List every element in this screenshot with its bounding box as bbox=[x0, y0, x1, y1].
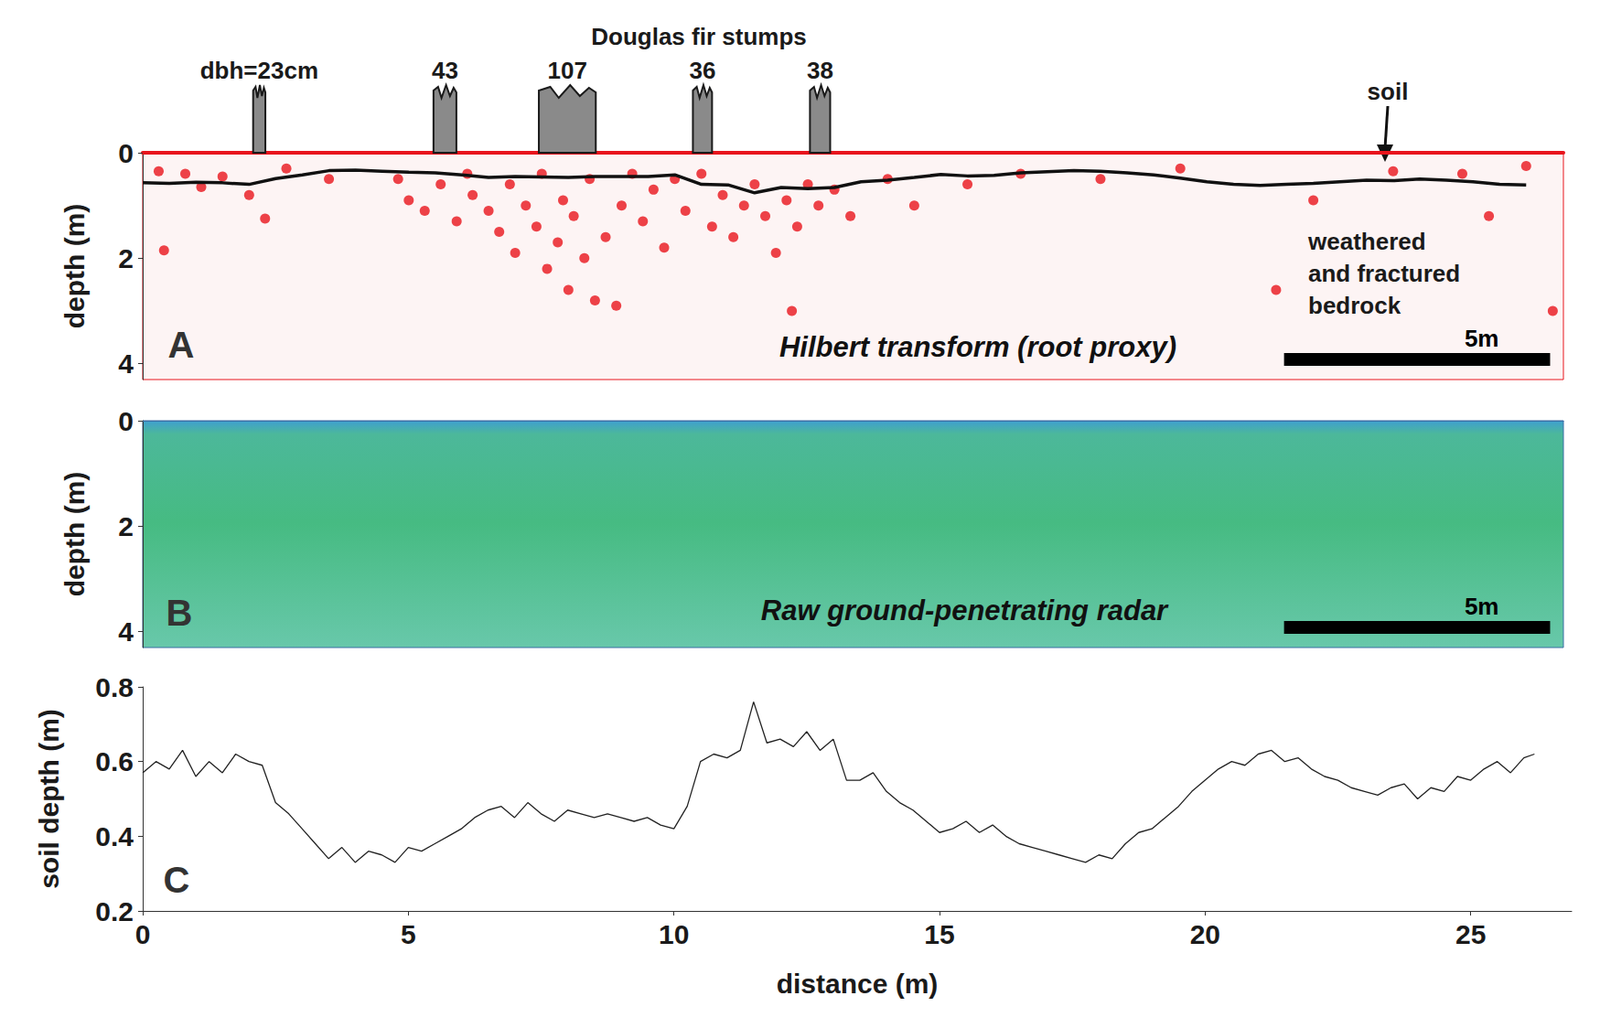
svg-text:107: 107 bbox=[547, 56, 587, 85]
svg-text:C: C bbox=[163, 859, 191, 901]
svg-text:Raw ground-penetrating radar: Raw ground-penetrating radar bbox=[761, 594, 1170, 627]
svg-text:36: 36 bbox=[688, 56, 716, 85]
svg-text:20: 20 bbox=[1190, 919, 1221, 950]
svg-text:2: 2 bbox=[118, 511, 134, 542]
svg-text:4: 4 bbox=[118, 348, 134, 379]
svg-text:distance (m): distance (m) bbox=[776, 968, 939, 999]
svg-text:0.6: 0.6 bbox=[95, 746, 134, 777]
svg-text:10: 10 bbox=[658, 919, 689, 950]
svg-text:0.2: 0.2 bbox=[95, 896, 134, 927]
svg-text:5m: 5m bbox=[1464, 324, 1500, 353]
svg-text:A: A bbox=[168, 324, 195, 366]
svg-text:0.4: 0.4 bbox=[95, 821, 134, 852]
svg-text:soil: soil bbox=[1367, 77, 1409, 106]
svg-text:5m: 5m bbox=[1464, 592, 1500, 621]
svg-text:Hilbert transform (root proxy): Hilbert transform (root proxy) bbox=[779, 331, 1177, 364]
svg-text:bedrock: bedrock bbox=[1308, 291, 1402, 320]
svg-text:weathered: weathered bbox=[1307, 227, 1427, 256]
svg-text:0: 0 bbox=[118, 138, 134, 169]
svg-text:25: 25 bbox=[1455, 919, 1486, 950]
svg-text:depth (m): depth (m) bbox=[59, 472, 90, 598]
svg-text:43: 43 bbox=[431, 56, 459, 85]
svg-text:Douglas fir stumps: Douglas fir stumps bbox=[590, 22, 806, 51]
svg-text:dbh=23cm: dbh=23cm bbox=[200, 56, 319, 85]
svg-text:soil depth (m): soil depth (m) bbox=[33, 708, 65, 890]
svg-text:depth (m): depth (m) bbox=[59, 204, 90, 330]
svg-text:15: 15 bbox=[923, 919, 955, 950]
svg-text:0: 0 bbox=[135, 919, 151, 950]
svg-text:B: B bbox=[166, 592, 194, 634]
svg-text:4: 4 bbox=[118, 616, 134, 647]
svg-text:0.8: 0.8 bbox=[95, 672, 134, 703]
svg-text:38: 38 bbox=[806, 56, 834, 85]
svg-text:5: 5 bbox=[400, 919, 417, 950]
svg-text:2: 2 bbox=[118, 243, 134, 274]
svg-text:and fractured: and fractured bbox=[1308, 259, 1461, 288]
svg-text:0: 0 bbox=[118, 406, 134, 437]
